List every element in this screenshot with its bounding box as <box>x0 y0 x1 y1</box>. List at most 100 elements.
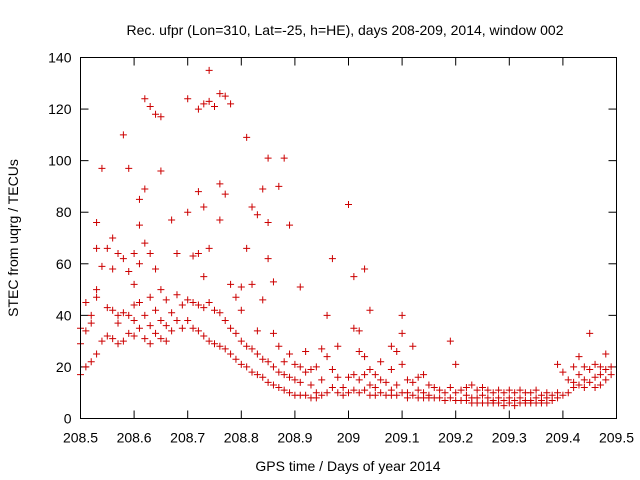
data-point <box>135 221 143 229</box>
data-point <box>452 360 460 368</box>
data-point <box>125 268 133 276</box>
data-point <box>355 376 363 384</box>
data-point <box>109 234 117 242</box>
data-point <box>596 363 604 371</box>
data-point <box>130 280 138 288</box>
data-point <box>248 203 256 211</box>
data-point <box>168 216 176 224</box>
data-point <box>173 249 181 257</box>
data-point <box>275 182 283 190</box>
plot-frame <box>80 57 617 419</box>
data-point <box>141 335 149 343</box>
data-point <box>586 329 594 337</box>
data-point <box>98 262 106 270</box>
data-point <box>409 378 417 386</box>
data-point <box>87 311 95 319</box>
data-point <box>253 327 261 335</box>
data-point <box>269 363 277 371</box>
data-point <box>184 296 192 304</box>
data-point <box>420 371 428 379</box>
data-point <box>248 280 256 288</box>
data-point <box>436 386 444 394</box>
data-point <box>371 371 379 379</box>
data-point <box>103 304 111 312</box>
data-point <box>162 296 170 304</box>
data-point <box>350 273 358 281</box>
data-point <box>119 131 127 139</box>
data-point <box>269 329 277 337</box>
x-tick-label: 208.6 <box>117 430 152 446</box>
data-point <box>82 327 90 335</box>
data-point <box>602 366 610 374</box>
data-point <box>157 167 165 175</box>
data-point <box>361 353 369 361</box>
data-point <box>377 389 385 397</box>
data-point <box>146 322 154 330</box>
data-point <box>500 389 508 397</box>
data-point <box>205 244 213 252</box>
data-point <box>489 389 497 397</box>
data-point <box>87 319 95 327</box>
data-point <box>446 384 454 392</box>
data-point <box>586 378 594 386</box>
data-point <box>350 371 358 379</box>
data-point <box>237 337 245 345</box>
data-point <box>328 366 336 374</box>
data-point <box>596 381 604 389</box>
data-point <box>286 221 294 229</box>
data-point <box>184 317 192 325</box>
data-point <box>264 378 272 386</box>
x-tick-label: 209.5 <box>599 430 634 446</box>
y-tick-label: 140 <box>48 50 72 66</box>
data-point <box>146 293 154 301</box>
data-point <box>323 389 331 397</box>
data-point <box>334 389 342 397</box>
data-point <box>366 381 374 389</box>
data-point <box>200 304 208 312</box>
data-point <box>307 366 315 374</box>
data-point <box>200 273 208 281</box>
y-axis-label: STEC from uqrg / TECUs <box>5 159 21 317</box>
data-point <box>334 373 342 381</box>
data-point <box>248 368 256 376</box>
data-point <box>125 329 133 337</box>
data-point <box>602 376 610 384</box>
data-point <box>98 164 106 172</box>
data-point <box>173 291 181 299</box>
data-point <box>205 66 213 74</box>
x-axis-label: GPS time / Days of year 2014 <box>255 458 440 474</box>
data-point <box>146 102 154 110</box>
data-point <box>264 358 272 366</box>
data-point <box>302 347 310 355</box>
y-tick-label: 60 <box>56 256 72 272</box>
data-point <box>591 360 599 368</box>
data-point <box>441 389 449 397</box>
data-point <box>564 389 572 397</box>
data-point <box>205 97 213 105</box>
data-point <box>559 368 567 376</box>
data-point <box>307 381 315 389</box>
data-point <box>243 244 251 252</box>
data-point <box>398 329 406 337</box>
data-point <box>200 332 208 340</box>
data-point <box>484 386 492 394</box>
data-point <box>548 396 556 404</box>
data-point <box>194 327 202 335</box>
data-point <box>232 329 240 337</box>
data-point <box>237 283 245 291</box>
data-point <box>253 211 261 219</box>
data-point <box>318 376 326 384</box>
y-tick-label: 120 <box>48 101 72 117</box>
data-point <box>259 185 267 193</box>
data-point <box>87 358 95 366</box>
data-point <box>596 371 604 379</box>
data-point <box>152 110 160 118</box>
data-point <box>205 298 213 306</box>
data-point <box>152 306 160 314</box>
data-point <box>221 92 229 100</box>
data-point <box>211 340 218 348</box>
data-point <box>216 216 224 224</box>
data-point <box>184 208 192 216</box>
data-point <box>387 366 395 374</box>
data-point <box>323 353 331 361</box>
